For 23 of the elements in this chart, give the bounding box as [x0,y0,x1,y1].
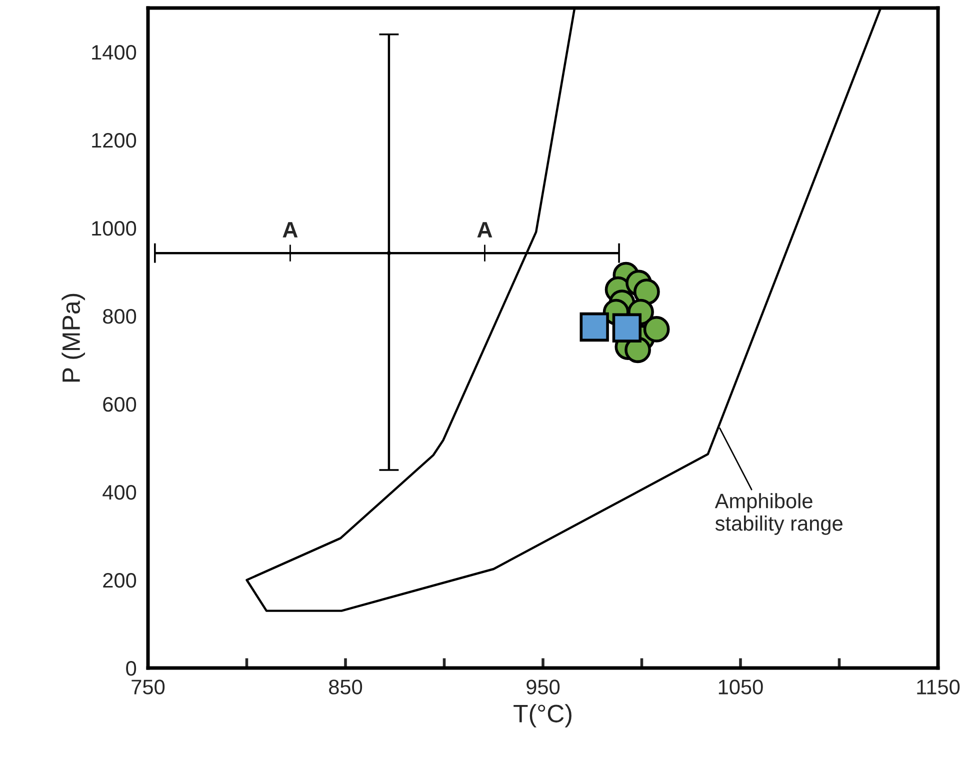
annotation: A [282,222,298,238]
y-tick-label: 1400 [92,45,136,60]
x-tick-label: 750 [132,680,165,694]
annotation: Amphibole stability range [714,493,842,535]
y-tick-label: 200 [103,573,136,588]
y-tick-label: 1200 [92,133,136,148]
annotation: A [477,222,492,238]
y-tick-label: 1000 [92,221,136,236]
x-axis-title: T(°C) [514,704,572,728]
y-tick-label: 400 [102,485,136,500]
y-axis-title: P (MPa) [62,294,85,382]
x-tick-label: 1150 [917,680,960,694]
point [633,278,660,305]
y-tick-label: 600 [103,397,136,412]
x-tick-label: 950 [526,680,560,694]
y-tick-label: 0 [126,661,136,676]
y-tick-label: 800 [103,309,136,324]
x-tick-label: 1050 [718,680,763,694]
point [643,316,670,342]
point [580,312,609,342]
x-tick-label: 850 [329,680,362,694]
point [386,250,392,256]
point [612,313,642,342]
